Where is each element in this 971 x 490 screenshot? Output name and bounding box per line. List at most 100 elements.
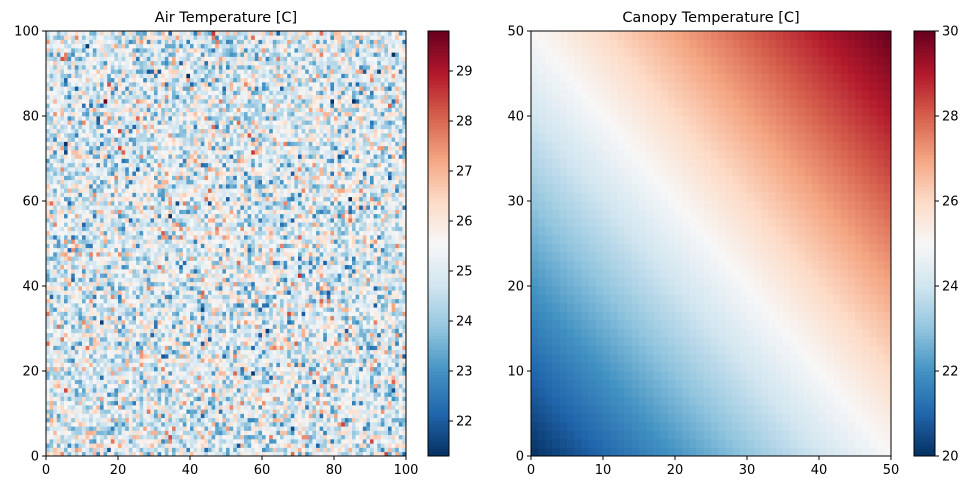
heatmap-cell xyxy=(56,311,61,317)
heatmap-cell xyxy=(308,375,313,380)
heatmap-cell xyxy=(337,256,342,261)
heatmap-cell xyxy=(136,430,140,436)
heatmap-cell xyxy=(384,439,389,444)
heatmap-cell xyxy=(398,375,403,380)
heatmap-cell xyxy=(118,286,122,291)
heatmap-cell xyxy=(136,320,140,325)
heatmap-cell xyxy=(136,439,140,444)
heatmap-cell xyxy=(71,371,76,376)
heatmap-cell xyxy=(362,260,367,266)
heatmap-cell xyxy=(402,264,407,270)
heatmap-cell xyxy=(103,307,108,312)
heatmap-cell xyxy=(380,451,385,457)
heatmap-cell xyxy=(276,366,281,372)
heatmap-cell xyxy=(272,320,277,325)
heatmap-cell xyxy=(146,324,151,329)
heatmap-cell xyxy=(107,243,112,249)
heatmap-cell xyxy=(110,341,115,346)
heatmap-cell xyxy=(337,349,342,355)
heatmap-cell xyxy=(319,337,324,342)
heatmap-cell xyxy=(157,260,162,266)
heatmap-cell xyxy=(190,439,194,444)
heatmap-cell xyxy=(301,256,306,261)
heatmap-cell xyxy=(71,383,76,389)
heatmap-cell xyxy=(125,260,130,266)
heatmap-cell xyxy=(326,383,331,389)
heatmap-cell xyxy=(154,383,158,389)
heatmap-cell xyxy=(71,379,76,385)
heatmap-cell xyxy=(175,269,180,274)
heatmap-cell xyxy=(128,264,133,270)
heatmap-cell xyxy=(78,396,83,402)
heatmap-cell xyxy=(366,269,371,274)
heatmap-cell xyxy=(373,290,378,295)
heatmap-cell xyxy=(168,358,173,363)
heatmap-cell xyxy=(388,273,392,278)
heatmap-cell xyxy=(391,247,396,253)
heatmap-cell xyxy=(290,341,295,346)
heatmap-cell xyxy=(359,337,364,342)
heatmap-cell xyxy=(125,434,130,440)
heatmap-cell xyxy=(179,422,184,427)
heatmap-cell xyxy=(330,290,335,295)
heatmap-cell xyxy=(362,358,367,363)
heatmap-cell xyxy=(222,396,227,402)
heatmap-cell xyxy=(398,307,403,312)
heatmap-cell xyxy=(110,379,115,385)
heatmap-cell xyxy=(283,366,288,372)
heatmap-cell xyxy=(143,349,148,355)
heatmap-cell xyxy=(341,341,346,346)
heatmap-cell xyxy=(168,269,173,274)
heatmap-cell xyxy=(85,315,90,321)
heatmap-cell xyxy=(262,303,266,308)
heatmap-cell xyxy=(283,320,288,325)
heatmap-cell xyxy=(222,409,227,414)
heatmap-cell xyxy=(89,247,94,253)
heatmap-cell xyxy=(377,426,382,431)
heatmap-cell xyxy=(316,341,320,346)
heatmap-cell xyxy=(172,400,176,406)
heatmap-cell xyxy=(71,388,76,393)
heatmap-cell xyxy=(330,294,335,300)
heatmap-cell xyxy=(136,256,140,261)
heatmap-cell xyxy=(330,269,335,274)
heatmap-cell xyxy=(49,392,54,397)
heatmap-cell xyxy=(179,379,184,385)
heatmap-cell xyxy=(92,447,97,453)
heatmap-cell xyxy=(272,358,277,363)
heatmap-cell xyxy=(193,430,198,436)
heatmap-cell xyxy=(359,315,364,321)
heatmap-cell xyxy=(247,307,252,312)
heatmap-cell xyxy=(370,260,374,266)
heatmap-cell xyxy=(258,294,263,300)
heatmap-cell xyxy=(146,256,151,261)
heatmap-cell xyxy=(121,375,126,380)
heatmap-cell xyxy=(294,451,299,457)
heatmap-cell xyxy=(164,294,169,300)
heatmap-cell xyxy=(128,451,133,457)
heatmap-cell xyxy=(334,247,338,253)
heatmap-cell xyxy=(226,320,230,325)
heatmap-cell xyxy=(186,298,191,304)
heatmap-cell xyxy=(280,307,284,312)
heatmap-cell xyxy=(240,345,245,351)
heatmap-cell xyxy=(283,388,288,393)
heatmap-cell xyxy=(136,443,140,448)
heatmap-cell xyxy=(244,447,248,453)
heatmap-cell xyxy=(226,417,230,423)
heatmap-cell xyxy=(143,409,148,414)
heatmap-cell xyxy=(114,405,119,410)
heatmap-cell xyxy=(301,447,306,453)
heatmap-cell xyxy=(283,273,288,278)
heatmap-cell xyxy=(240,409,245,414)
heatmap-cell xyxy=(370,256,374,261)
heatmap-cell xyxy=(208,413,212,419)
heatmap-cell xyxy=(208,320,212,325)
heatmap-cell xyxy=(384,311,389,317)
heatmap-cell xyxy=(71,396,76,402)
heatmap-cell xyxy=(287,417,292,423)
heatmap-cell xyxy=(172,371,176,376)
heatmap-cell xyxy=(240,260,245,266)
heatmap-cell xyxy=(326,422,331,427)
heatmap-cell xyxy=(240,413,245,419)
